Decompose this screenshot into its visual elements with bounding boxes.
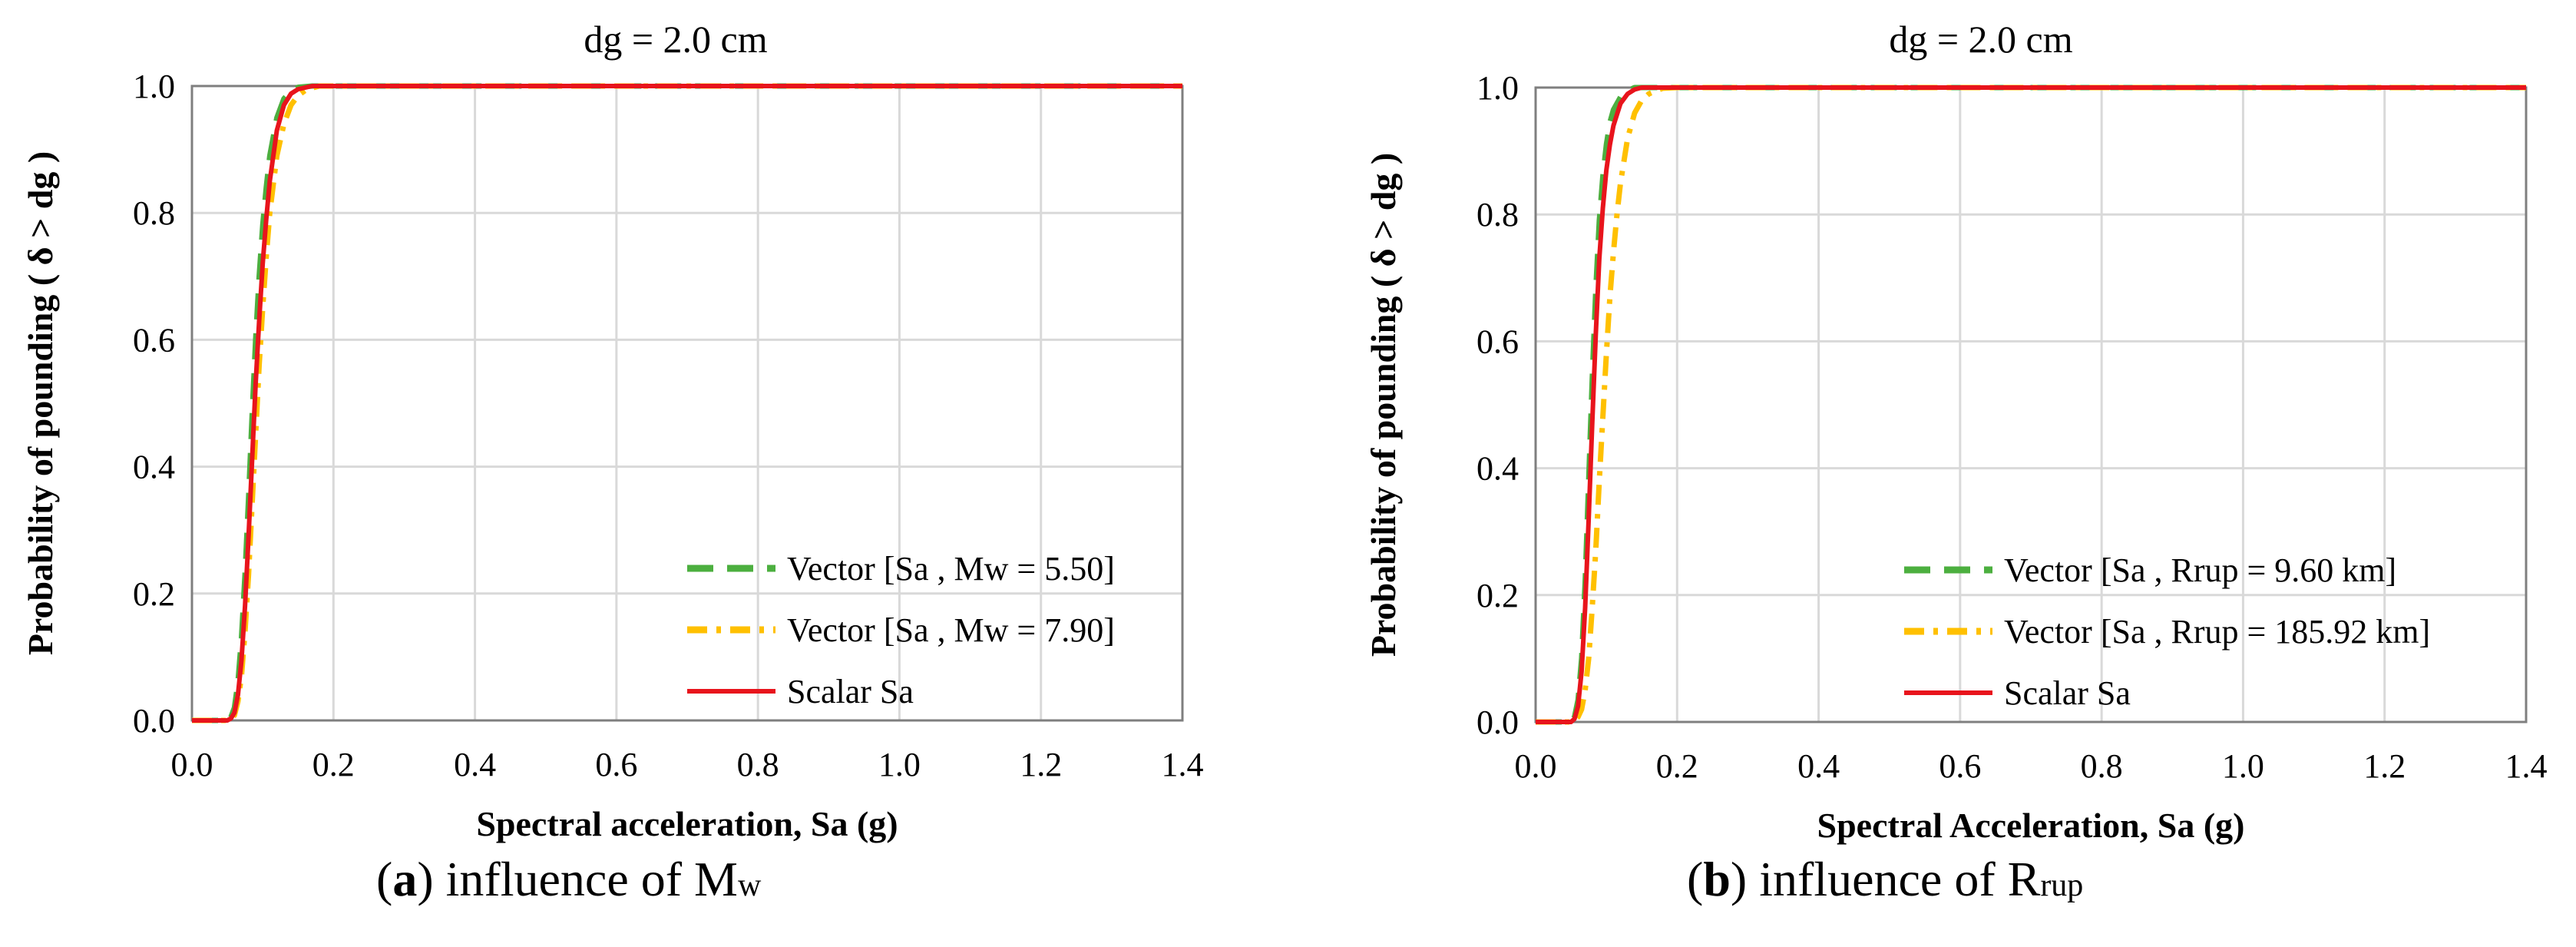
caption-a: (a) influence of Mw — [376, 852, 762, 906]
y-tick-label: 0.0 — [1476, 704, 1519, 741]
legend: Vector [Sa , Mw = 5.50] Vector [Sa , Mw =… — [687, 550, 1115, 710]
y-tick-label: 0.4 — [1476, 450, 1519, 488]
y-tick-label: 0.0 — [133, 702, 175, 740]
x-tick-label: 0.4 — [454, 746, 496, 783]
y-axis-label: Probability of pounding ( δ > dg ) — [21, 151, 60, 655]
y-tick-label: 0.8 — [133, 194, 175, 232]
caption-b-text: influence of R — [1747, 852, 2041, 906]
legend: Vector [Sa , Rrup = 9.60 km] Vector [Sa ,… — [1904, 551, 2430, 712]
x-tick-label: 0.0 — [1515, 747, 1557, 785]
caption-a-letter: a — [392, 852, 418, 906]
x-tick-label: 0.0 — [171, 746, 213, 783]
y-tick-label: 1.0 — [133, 68, 175, 105]
x-tick-label: 0.2 — [1656, 747, 1698, 785]
chart-title: dg = 2.0 cm — [584, 18, 767, 61]
y-axis-label: Probability of pounding ( δ > dg ) — [1364, 153, 1403, 657]
x-tick-label: 1.2 — [2363, 747, 2406, 785]
y-tick-label: 0.2 — [133, 575, 175, 613]
legend-label: Scalar Sa — [2004, 674, 2131, 712]
chart-title: dg = 2.0 cm — [1889, 18, 2072, 61]
y-tick-label: 0.2 — [1476, 577, 1519, 614]
caption-b-sub: rup — [2040, 868, 2084, 903]
x-tick-label: 1.4 — [1162, 746, 1204, 783]
caption-b-letter: b — [1703, 852, 1731, 906]
x-tick-label: 0.2 — [312, 746, 355, 783]
caption-b: (b) influence of Rrup — [1687, 852, 2084, 906]
caption-a-sub: w — [737, 868, 762, 903]
x-tick-label: 0.6 — [595, 746, 637, 783]
x-tick-label: 0.6 — [1939, 747, 1981, 785]
y-tick-label: 1.0 — [1476, 69, 1519, 107]
series-line-3 — [192, 84, 1182, 723]
y-tick-label: 0.4 — [133, 449, 175, 486]
legend-label: Vector [Sa , Mw = 7.90] — [787, 611, 1115, 649]
caption-a-text: influence of M — [433, 852, 738, 906]
legend-label: Vector [Sa , Rrup = 185.92 km] — [2004, 613, 2430, 651]
x-axis-label: Spectral Acceleration, Sa (g) — [1817, 806, 2245, 845]
legend-label: Vector [Sa , Rrup = 9.60 km] — [2004, 551, 2396, 589]
x-tick-label: 1.4 — [2505, 747, 2548, 785]
chart-panel-1: 0.0 0.2 0.4 0.6 0.8 1.0 1.2 1.4 0.0 0.2 0.4 0.6 0.8 1… — [21, 18, 1204, 843]
chart-panel-2: 0.0 0.2 0.4 0.6 0.8 1.0 1.2 1.4 0.0 0.2 0.4 0.6 0.8 1… — [1364, 18, 2548, 845]
x-tick-label: 1.0 — [2222, 747, 2264, 785]
x-tick-label: 0.4 — [1797, 747, 1840, 785]
series-line-2 — [1536, 84, 2526, 725]
x-tick-label: 1.2 — [1020, 746, 1062, 783]
x-tick-label: 1.0 — [878, 746, 921, 783]
x-tick-label: 0.8 — [737, 746, 779, 783]
x-axis-label: Spectral acceleration, Sa (g) — [476, 804, 898, 843]
y-tick-label: 0.6 — [133, 321, 175, 359]
x-tick-label: 0.8 — [2081, 747, 2123, 785]
y-tick-label: 0.8 — [1476, 196, 1519, 233]
legend-label: Vector [Sa , Mw = 5.50] — [787, 550, 1115, 588]
series-line-3 — [1536, 85, 2526, 724]
y-tick-label: 0.6 — [1476, 323, 1519, 360]
legend-label: Scalar Sa — [787, 673, 914, 710]
